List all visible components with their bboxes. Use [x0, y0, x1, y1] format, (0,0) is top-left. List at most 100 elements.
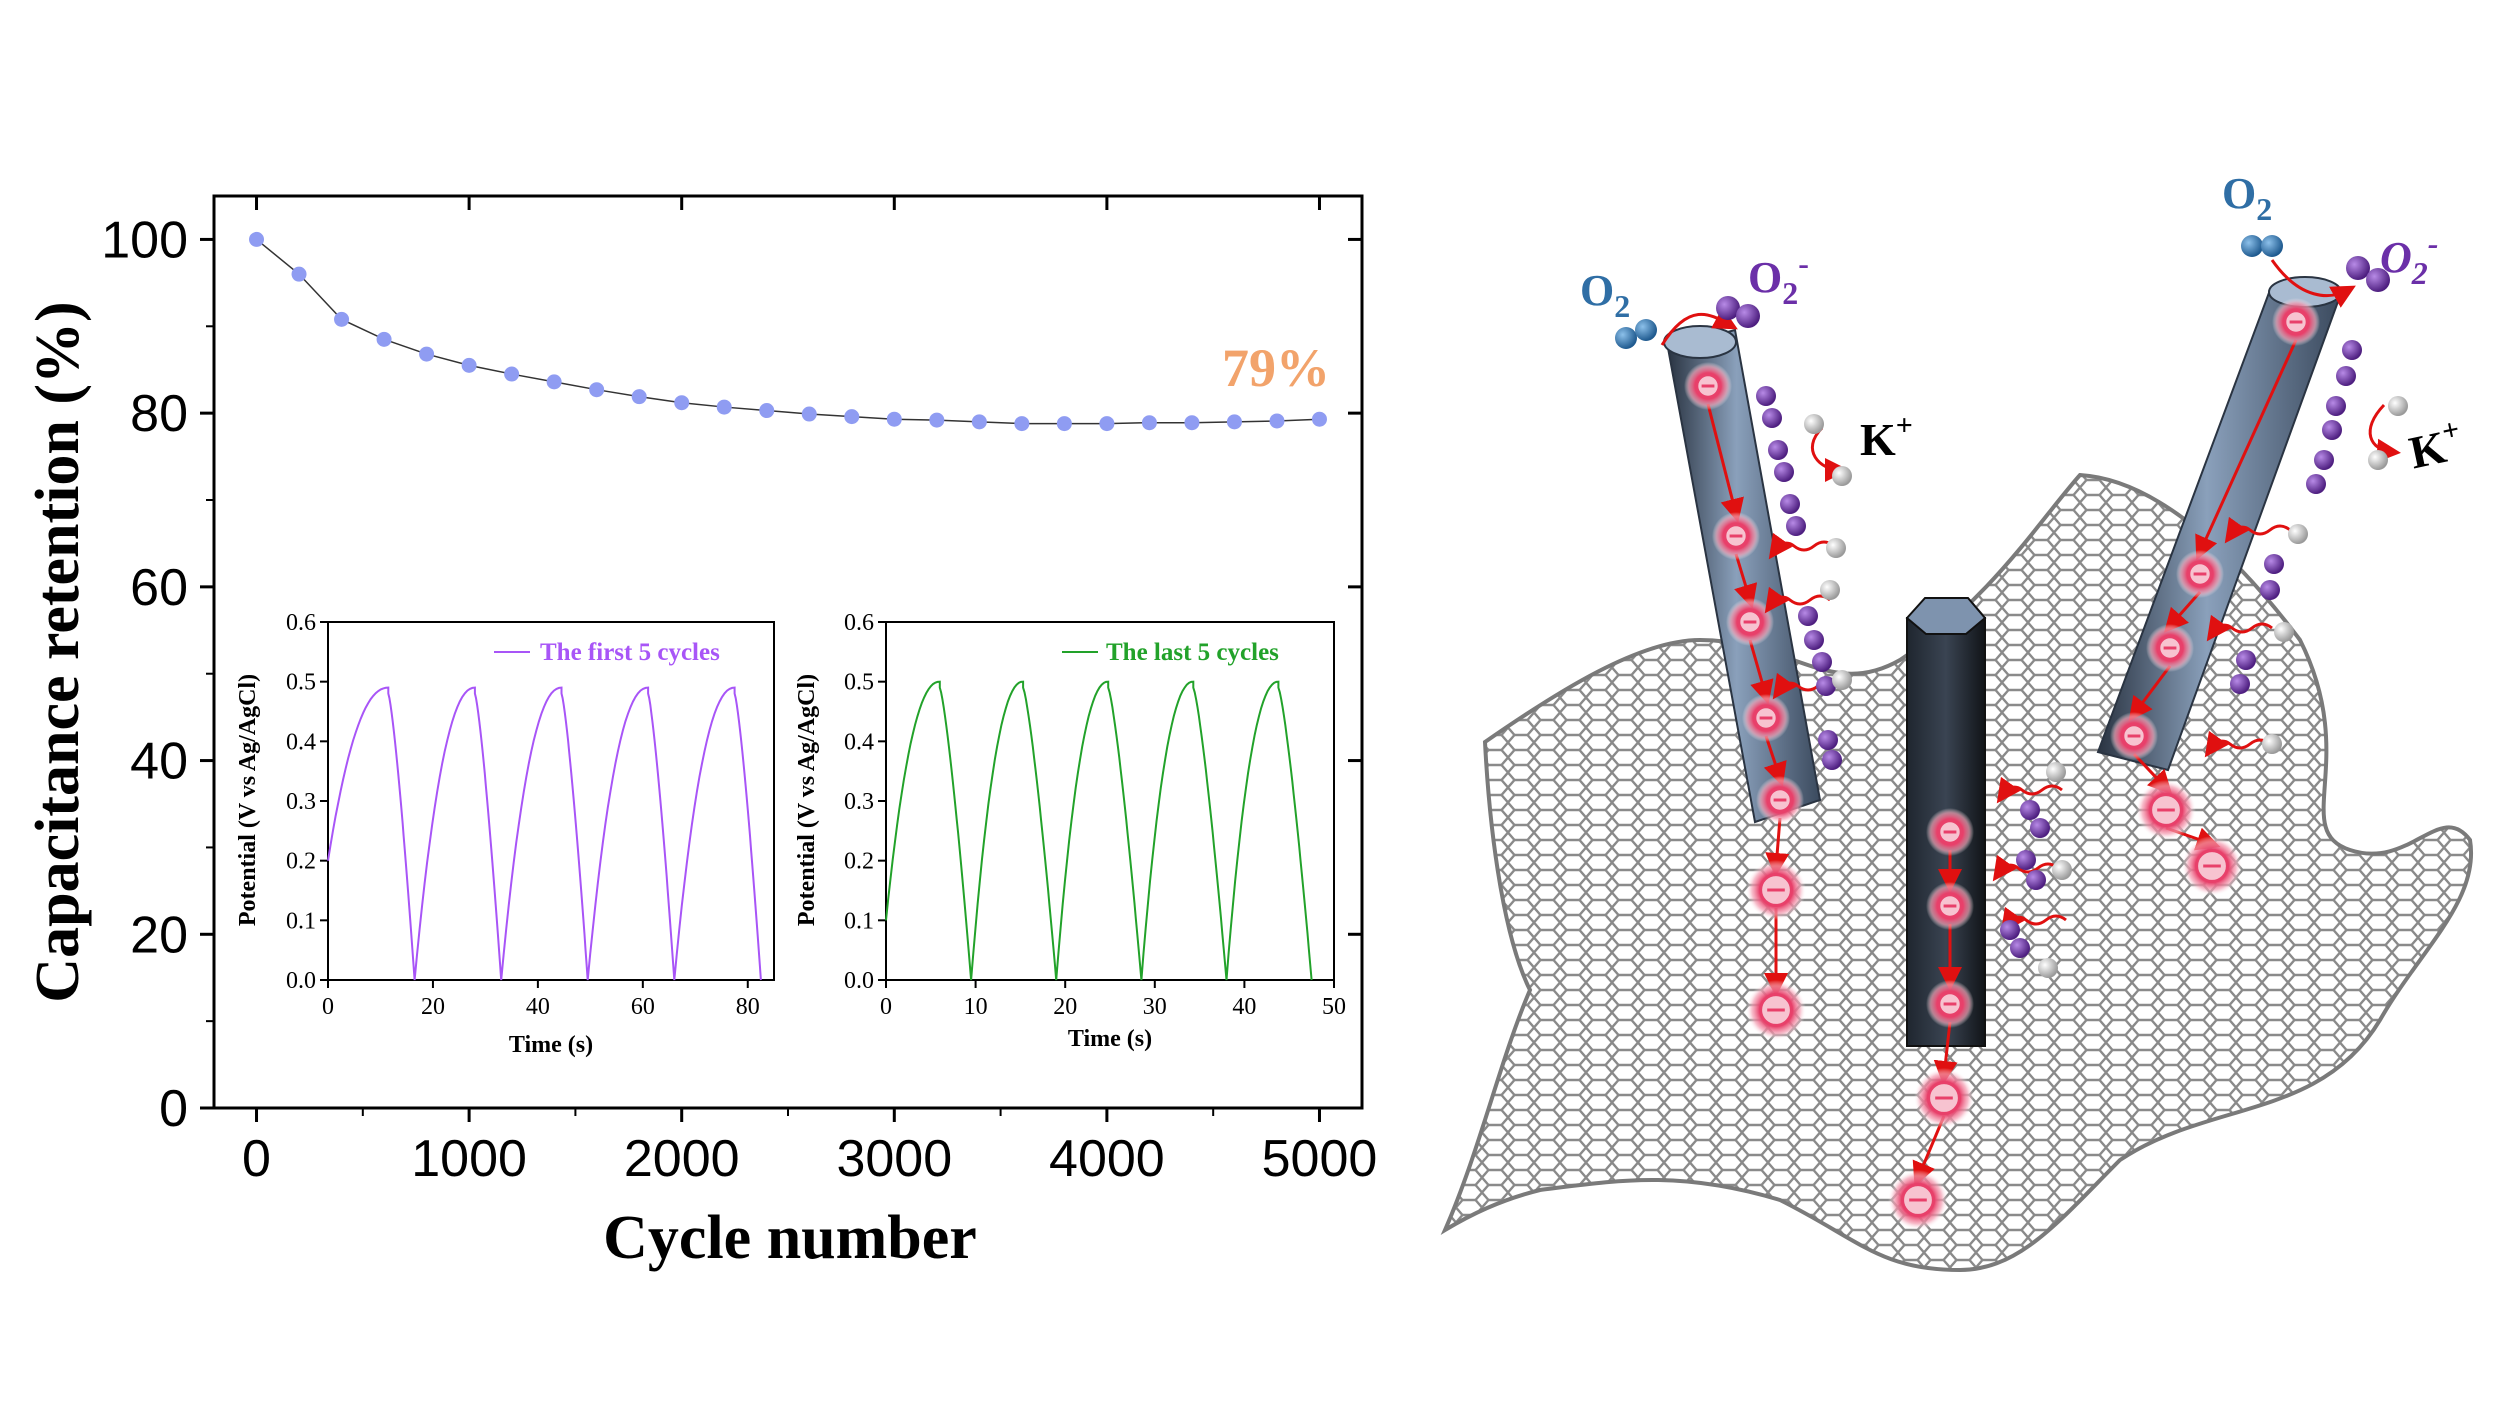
superoxide-atom: [1762, 408, 1782, 428]
inset-first-cycles: 0 20 40 60 80 0.0 0.1 0.2 0.3 0.4 0.5 0.6 The first…: [235, 610, 775, 1058]
inset1-series: [327, 686, 762, 981]
electron-arrow: [1763, 735, 1787, 787]
inset2-x-axis-label: Time (s): [1068, 1026, 1152, 1052]
inset2-frame: [885, 621, 1335, 981]
superoxide-atom: [2264, 554, 2284, 574]
superoxide-atom: [1736, 304, 1760, 328]
retention-point: [1269, 413, 1285, 429]
retention-point: [334, 311, 350, 327]
main-x-tick-label: 1000: [411, 1130, 527, 1188]
superoxide-atom: [1768, 440, 1788, 460]
main-x-axis-label: Cycle number: [603, 1204, 977, 1272]
inset-y-tick-label: 0.3: [844, 789, 874, 815]
o2-atom: [1615, 327, 1637, 349]
k-arrow-left: [1810, 426, 1849, 482]
inset-x-tick-label: 0: [880, 994, 892, 1020]
retention-point: [844, 409, 860, 425]
inset-y-tick-label: 0.5: [844, 670, 874, 696]
potassium-ion: [1820, 580, 1840, 600]
inset-y-tick-label: 0.2: [844, 849, 874, 875]
superoxide-atom: [2322, 420, 2342, 440]
main-x-tick-label: 5000: [1262, 1130, 1378, 1188]
o2-left-label: O2: [1580, 266, 1630, 324]
inset1-tick-labels: 0 20 40 60 80 0.0 0.1 0.2 0.3 0.4 0.5 0.6: [286, 610, 760, 1020]
main-y-tick-label: 60: [130, 559, 188, 617]
inset-x-tick-label: 40: [526, 994, 550, 1020]
retention-point: [546, 374, 562, 390]
k-arrow-right: [2368, 403, 2401, 463]
superoxide-atom: [2326, 396, 2346, 416]
o2-atom: [2261, 235, 2283, 257]
superoxide-atom: [2020, 800, 2040, 820]
inset-x-tick-label: 20: [1053, 994, 1077, 1020]
retention-point: [801, 406, 817, 422]
potassium-ion: [2368, 450, 2388, 470]
superoxide-atom: [1818, 730, 1838, 750]
main-x-tick-label: 2000: [624, 1130, 740, 1188]
superoxide-atom: [1786, 516, 1806, 536]
o2-reduction-arrow-left: [1660, 307, 1738, 346]
retention-annotation: 79%: [1222, 338, 1330, 398]
main-x-tick-label: 3000: [836, 1130, 952, 1188]
inset-y-tick-label: 0.4: [844, 729, 874, 755]
main-y-tick-label: 0: [159, 1080, 188, 1138]
superoxide-atom: [2000, 920, 2020, 940]
inset-y-tick-label: 0.1: [844, 908, 874, 934]
superoxide-atom: [2336, 366, 2356, 386]
inset-x-tick-label: 40: [1232, 994, 1256, 1020]
superoxide-atom: [2366, 268, 2390, 292]
retention-point: [971, 414, 987, 430]
retention-point: [589, 382, 605, 398]
retention-point: [1184, 415, 1200, 431]
main-y-tick-label: 100: [101, 211, 188, 269]
potassium-ion: [2262, 734, 2282, 754]
inset1-y-axis-label: Potential (V vs Ag/AgCl): [235, 674, 261, 926]
retention-point: [631, 389, 647, 405]
retention-point: [1056, 416, 1072, 432]
inset-y-tick-label: 0.5: [286, 670, 316, 696]
potassium-ion: [1826, 538, 1846, 558]
superoxide-atom: [1756, 386, 1776, 406]
retention-point: [1014, 416, 1030, 432]
retention-point: [1226, 414, 1242, 430]
inset-x-tick-label: 60: [631, 994, 655, 1020]
superoxide-atom: [2010, 938, 2030, 958]
retention-point: [759, 403, 775, 419]
main-y-axis-label: Capacitance retention (%): [24, 301, 92, 1002]
superoxide-atom: [2236, 650, 2256, 670]
k-right-label: K+: [2404, 413, 2467, 479]
electron-arrow: [1734, 553, 1758, 609]
retention-point: [376, 331, 392, 347]
retention-point: [1141, 415, 1157, 431]
superoxide-atom: [1816, 676, 1836, 696]
superoxide-atom: [1774, 462, 1794, 482]
potassium-ion: [1832, 466, 1852, 486]
superoxide-atom: [1812, 652, 1832, 672]
inset2-legend-label: The last 5 cycles: [1106, 639, 1279, 666]
main-y-tick-label: 20: [130, 906, 188, 964]
main-y-tick-label: 80: [130, 385, 188, 443]
inset-y-tick-label: 0.4: [286, 729, 316, 755]
main-x-tick-label: 0: [242, 1130, 271, 1188]
inset-x-tick-label: 20: [421, 994, 445, 1020]
potassium-ion: [2388, 396, 2408, 416]
inset-gcd-curve: [327, 686, 762, 981]
potassium-ion: [1832, 670, 1852, 690]
inset1-legend-label: The first 5 cycles: [540, 639, 720, 666]
retention-line: [256, 238, 1320, 425]
inset-x-tick-label: 50: [1322, 994, 1346, 1020]
main-y-tick-label: 40: [130, 733, 188, 791]
inset-y-tick-label: 0.0: [286, 968, 316, 994]
inset2-series: [885, 680, 1313, 981]
mechanism-illustration: O2 O2- K+ O2 O2- K+: [1440, 169, 2474, 1273]
inset-gcd-curve: [885, 680, 1313, 981]
molecules: [1615, 235, 2408, 978]
o2-right-label: O2: [2222, 169, 2272, 227]
inset-x-tick-label: 80: [736, 994, 760, 1020]
superoxide-atom: [1798, 606, 1818, 626]
inset-y-tick-label: 0.1: [286, 908, 316, 934]
inset-x-tick-label: 30: [1143, 994, 1167, 1020]
superoxide-atom: [1804, 630, 1824, 650]
